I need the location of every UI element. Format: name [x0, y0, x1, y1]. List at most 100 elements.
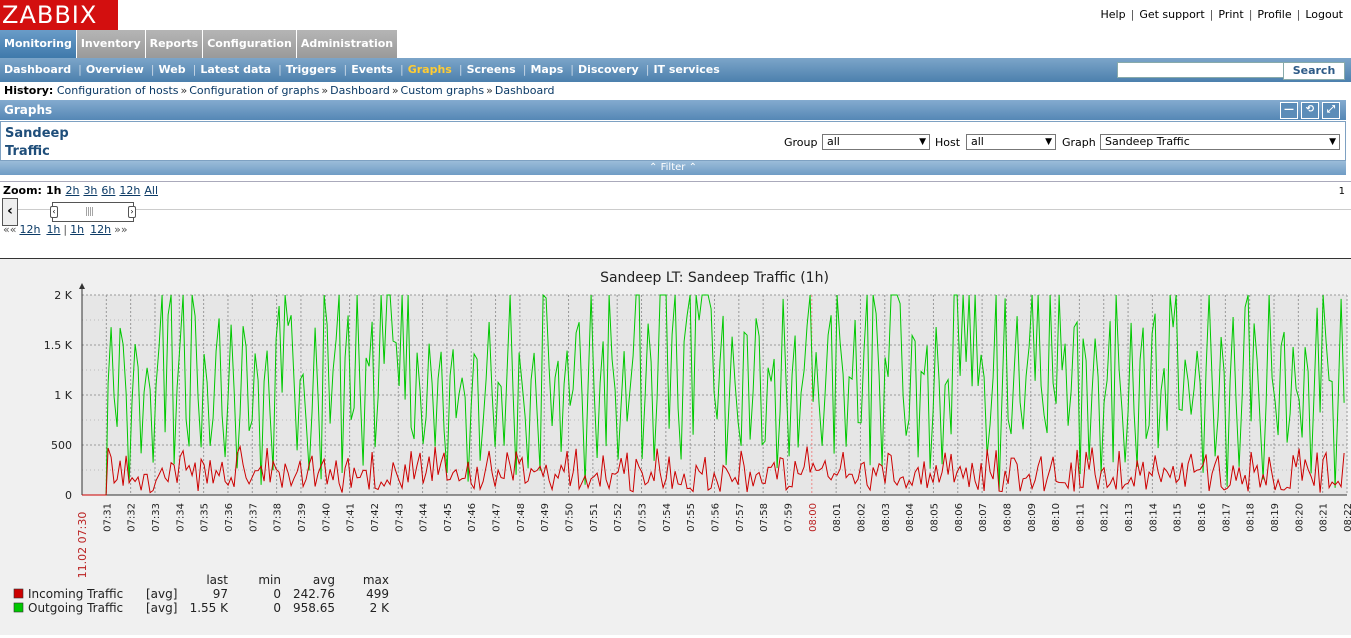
x-tick-label: 08:06 [954, 503, 965, 532]
top-bar: ZABBIX Help | Get support | Print | Profile | Lo… [0, 0, 1351, 30]
host-select[interactable]: all ▼ [966, 134, 1056, 150]
chevron-down-icon: ▼ [919, 137, 926, 147]
top-link-profile[interactable]: Profile [1257, 8, 1292, 21]
history-label: History: [4, 84, 54, 97]
legend-value: 0 [273, 587, 281, 601]
graph-label: Graph [1062, 136, 1096, 149]
scroll-left-icon[interactable]: ‹ [2, 198, 18, 226]
submenu-events[interactable]: Events [351, 63, 393, 76]
x-tick-label: 08:04 [905, 503, 916, 532]
separator: | [78, 63, 82, 76]
top-link-get-support[interactable]: Get support [1139, 8, 1205, 21]
search-input[interactable] [1117, 62, 1287, 78]
handle-left-icon[interactable]: ‹ [50, 206, 58, 218]
zoom-option-2h[interactable]: 2h [65, 184, 80, 197]
submenu-graphs[interactable]: Graphs [407, 63, 452, 76]
host-label: Host [935, 136, 961, 149]
y-tick-label: 500 [51, 439, 72, 452]
submenu-it-services[interactable]: IT services [653, 63, 720, 76]
submenu-overview[interactable]: Overview [85, 63, 144, 76]
history-link[interactable]: Configuration of hosts [56, 84, 179, 97]
separator: | [343, 63, 348, 76]
menu-monitoring[interactable]: Monitoring [0, 30, 76, 58]
zabbix-logo: ZABBIX [0, 0, 118, 30]
x-tick-label: 07:42 [370, 503, 381, 532]
graph-select[interactable]: Sandeep Traffic ▼ [1100, 134, 1340, 150]
menu-inventory[interactable]: Inventory [76, 30, 145, 58]
search-button[interactable]: Search [1283, 62, 1345, 80]
history-link[interactable]: Configuration of graphs [189, 84, 320, 97]
nav-back-12h[interactable]: 12h [19, 223, 41, 236]
group-select[interactable]: all ▼ [822, 134, 930, 150]
submenu-web[interactable]: Web [158, 63, 186, 76]
traffic-chart: Sandeep LT: Sandeep Traffic (1h) 0 500 1 K 1… [13, 270, 1351, 615]
zoom-option-3h[interactable]: 3h [83, 184, 98, 197]
nav-forward-12h[interactable]: 12h [90, 223, 112, 236]
graphs-header-title: Graphs [4, 103, 53, 117]
minimize-icon[interactable]: — [1280, 102, 1298, 119]
history-link[interactable]: Custom graphs [400, 84, 485, 97]
submenu-discovery[interactable]: Discovery [577, 63, 639, 76]
submenu-screens[interactable]: Screens [466, 63, 516, 76]
x-tick-label: 07:59 [783, 503, 794, 532]
rewind-icon[interactable]: «« [3, 223, 17, 236]
nav-forward-1h[interactable]: 1h [70, 223, 85, 236]
submenu-dashboard[interactable]: Dashboard [4, 63, 72, 76]
chevron-up-icon: ⌃ [688, 162, 697, 173]
chevron-down-icon: ▼ [1045, 137, 1052, 147]
timeline-handle[interactable]: ‹ |||| › [50, 202, 136, 222]
x-tick-label: 07:58 [759, 503, 770, 532]
nav-back-1h[interactable]: 1h [46, 223, 61, 236]
graph-area: Sandeep LT: Sandeep Traffic (1h) 0 500 1 K 1… [0, 258, 1351, 635]
legend-series-name: Outgoing Traffic [28, 601, 123, 615]
x-tick-label: 08:08 [1002, 503, 1013, 532]
handle-right-icon[interactable]: › [128, 206, 136, 218]
zoom-area: Zoom: 1h 2h 3h 6h 12h All 1 ‹ ‹ |||| › «« 12h 1h… [0, 181, 1351, 240]
top-link-help[interactable]: Help [1100, 8, 1126, 21]
history-link[interactable]: Dashboard [330, 84, 390, 97]
submenu-maps[interactable]: Maps [530, 63, 564, 76]
legend-header-last: last [206, 573, 228, 587]
separator: | [1130, 8, 1135, 21]
x-tick-label: 07:31 [102, 503, 113, 532]
refresh-icon[interactable]: ⟲ [1301, 102, 1319, 119]
x-tick-label: 08:13 [1124, 503, 1135, 532]
fullscreen-icon[interactable]: ⤢ [1322, 102, 1340, 119]
legend-value: 958.65 [293, 601, 335, 615]
menu-configuration[interactable]: Configuration [203, 30, 296, 58]
x-tick-label: 08:15 [1173, 503, 1184, 532]
history-link[interactable]: Dashboard [494, 84, 555, 97]
fast-forward-icon[interactable]: »» [114, 223, 128, 236]
legend-value: 2 K [370, 601, 390, 615]
chevron-down-icon: ▼ [1329, 137, 1336, 147]
separator: | [645, 63, 650, 76]
x-tick-label: 07:47 [492, 503, 503, 532]
host-select-value: all [971, 135, 984, 148]
zoom-option-12h[interactable]: 12h [119, 184, 141, 197]
history-breadcrumb: History: Configuration of hosts» Configur… [4, 84, 555, 97]
zoom-right-indicator: 1 [1338, 186, 1345, 197]
zoom-option-6h[interactable]: 6h [101, 184, 116, 197]
filter-toggle[interactable]: ⌃ Filter ⌃ [0, 161, 1346, 175]
submenu-latest-data[interactable]: Latest data [200, 63, 272, 76]
x-tick-label: 07:54 [662, 503, 673, 532]
y-tick-label: 0 [65, 489, 72, 502]
top-link-logout[interactable]: Logout [1305, 8, 1343, 21]
x-tick-label: 07:41 [346, 503, 357, 532]
timeline-slider[interactable] [18, 209, 1351, 210]
menu-administration[interactable]: Administration [296, 30, 398, 58]
zoom-option-1h[interactable]: 1h [45, 184, 62, 197]
filter-label: Filter [660, 162, 686, 173]
legend-value: 0 [273, 601, 281, 615]
graph-select-value: Sandeep Traffic [1105, 135, 1190, 148]
zoom-option-all[interactable]: All [144, 184, 159, 197]
legend-series-name: Incoming Traffic [28, 587, 123, 601]
chart-title: Sandeep LT: Sandeep Traffic (1h) [600, 270, 829, 286]
x-tick-label: 08:21 [1319, 503, 1330, 532]
menu-reports[interactable]: Reports [145, 30, 203, 58]
top-link-print[interactable]: Print [1218, 8, 1244, 21]
y-tick-label: 1.5 K [44, 339, 73, 352]
x-tick-label: 08:11 [1075, 503, 1086, 532]
submenu-triggers[interactable]: Triggers [285, 63, 337, 76]
separator: | [192, 63, 197, 76]
